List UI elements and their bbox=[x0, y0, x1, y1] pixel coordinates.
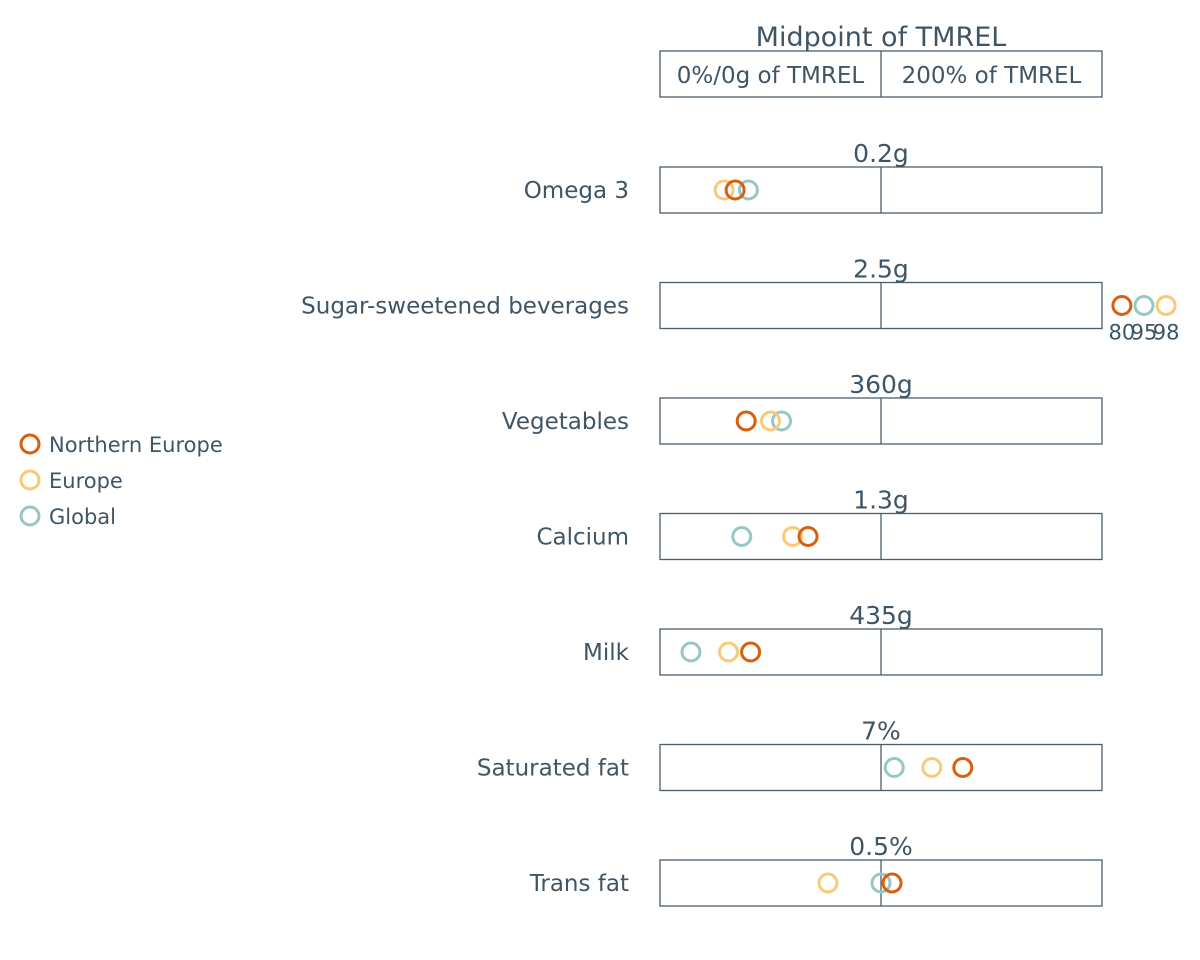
data-point bbox=[740, 641, 762, 663]
data-point bbox=[952, 757, 974, 778]
legend-marker bbox=[19, 469, 41, 491]
row-label: Vegetables bbox=[502, 409, 629, 435]
header-title: Midpoint of TMREL bbox=[756, 22, 1007, 53]
row-label: Sugar-sweetened beverages bbox=[301, 294, 629, 320]
data-point bbox=[771, 410, 793, 432]
data-point bbox=[724, 179, 746, 201]
overflow-value-label: 98 bbox=[1153, 321, 1180, 345]
data-point bbox=[718, 641, 740, 663]
header-left-label: 0%/0g of TMREL bbox=[677, 63, 865, 89]
data-point bbox=[817, 872, 839, 894]
data-point bbox=[1133, 295, 1155, 316]
data-point bbox=[737, 179, 759, 201]
data-point bbox=[782, 526, 804, 547]
tmrel-value-label: 360g bbox=[849, 370, 913, 399]
data-point bbox=[680, 641, 702, 663]
row-label: Trans fat bbox=[529, 871, 629, 897]
overflow-value-label: 95 bbox=[1131, 321, 1158, 345]
data-point bbox=[1111, 295, 1133, 316]
data-point bbox=[870, 872, 892, 894]
row-label: Saturated fat bbox=[477, 756, 629, 782]
header-right-label: 200% of TMREL bbox=[902, 63, 1082, 89]
legend-entry: Europe bbox=[49, 469, 123, 493]
legend-entry: Global bbox=[49, 505, 116, 529]
tmrel-value-label: 2.5g bbox=[853, 255, 909, 284]
data-point bbox=[883, 757, 905, 778]
data-point bbox=[760, 410, 781, 432]
data-point bbox=[713, 179, 735, 201]
legend-marker bbox=[19, 433, 41, 455]
row-label: Milk bbox=[583, 640, 630, 666]
row-label: Omega 3 bbox=[524, 178, 629, 204]
overflow-value-label: 80 bbox=[1109, 321, 1136, 345]
tmrel-value-label: 0.2g bbox=[853, 139, 909, 168]
tmrel-value-label: 7% bbox=[861, 717, 901, 746]
legend-entry: Northern Europe bbox=[49, 433, 223, 457]
data-point bbox=[797, 526, 819, 547]
tmrel-value-label: 1.3g bbox=[853, 486, 909, 515]
data-point bbox=[731, 526, 753, 547]
row-label: Calcium bbox=[536, 525, 629, 551]
tmrel-value-label: 435g bbox=[849, 601, 913, 630]
data-point bbox=[1155, 295, 1177, 316]
data-point bbox=[881, 872, 903, 894]
data-point bbox=[921, 757, 943, 778]
data-point bbox=[735, 410, 757, 432]
legend-marker bbox=[19, 505, 41, 527]
tmrel-value-label: 0.5% bbox=[849, 832, 913, 861]
